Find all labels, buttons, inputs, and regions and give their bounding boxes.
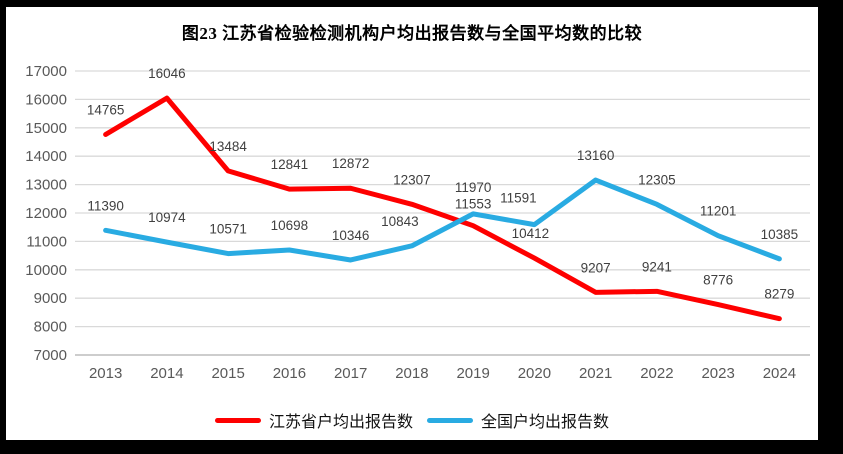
data-label: 16046 xyxy=(148,66,186,81)
y-axis-label: 9000 xyxy=(34,290,67,307)
chart-canvas: 图23 江苏省检验检测机构户均出报告数与全国平均数的比较 17000 16000 1… xyxy=(6,7,818,440)
legend-line-swatch-red xyxy=(214,417,261,423)
series-line-national xyxy=(103,177,782,263)
data-label: 10412 xyxy=(512,226,550,241)
legend-item-national: 全国户均出报告数 xyxy=(427,408,609,432)
data-label: 13160 xyxy=(577,148,615,163)
x-axis-label: 2014 xyxy=(150,365,183,382)
data-label: 12841 xyxy=(271,157,309,172)
data-label: 11970 xyxy=(455,180,492,195)
x-axis-label: 2013 xyxy=(89,365,122,382)
x-axis-label: 2024 xyxy=(763,365,796,382)
y-axis-label: 13000 xyxy=(25,177,67,194)
series-line-jiangsu xyxy=(103,95,782,322)
y-axis-label: 8000 xyxy=(34,319,67,336)
y-axis-label: 15000 xyxy=(25,120,67,137)
chart-title: 图23 江苏省检验检测机构户均出报告数与全国平均数的比较 xyxy=(181,24,643,43)
data-label: 11201 xyxy=(700,204,737,219)
data-label: 12307 xyxy=(393,172,431,187)
data-label: 8776 xyxy=(703,273,733,288)
legend-label-jiangsu: 江苏省户均出报告数 xyxy=(268,414,413,431)
y-axis-label: 7000 xyxy=(34,347,67,364)
data-label: 9241 xyxy=(642,259,672,274)
data-label: 10698 xyxy=(271,218,309,233)
y-axis-label: 16000 xyxy=(25,91,67,108)
x-axis-label: 2016 xyxy=(273,365,306,382)
legend-item-jiangsu: 江苏省户均出报告数 xyxy=(214,408,413,432)
x-axis-label: 2017 xyxy=(334,365,367,382)
x-axis-label: 2023 xyxy=(701,365,734,382)
data-label: 10843 xyxy=(381,214,419,229)
x-axis-label: 2019 xyxy=(456,365,489,382)
data-label: 10571 xyxy=(209,222,247,237)
data-label: 10385 xyxy=(761,227,799,242)
y-axis-label: 12000 xyxy=(25,205,67,222)
y-axis-label: 11000 xyxy=(26,233,67,250)
line-chart: 17000 16000 15000 14000 13000 12000 11000 10000… xyxy=(25,63,810,382)
x-axis-label: 2022 xyxy=(640,365,673,382)
data-label: 12305 xyxy=(638,172,676,187)
data-label: 13484 xyxy=(209,139,247,154)
data-label: 12872 xyxy=(332,156,370,171)
legend-line-swatch-blue xyxy=(427,417,473,423)
data-label: 11591 xyxy=(500,191,537,206)
x-axis-label: 2021 xyxy=(579,365,612,382)
y-axis-label: 10000 xyxy=(25,262,67,279)
data-label: 11390 xyxy=(87,198,124,213)
data-label: 11553 xyxy=(455,197,492,212)
legend-label-national: 全国户均出报告数 xyxy=(481,414,610,431)
x-axis-label: 2015 xyxy=(211,365,244,382)
x-axis-label: 2018 xyxy=(395,365,428,382)
chart-legend: 江苏省户均出报告数 全国户均出报告数 xyxy=(6,408,818,432)
data-label: 9207 xyxy=(581,260,611,275)
x-axis-label: 2020 xyxy=(518,365,551,382)
data-label: 8279 xyxy=(764,287,794,302)
y-axis-label: 14000 xyxy=(25,148,67,165)
data-label: 14765 xyxy=(87,102,125,117)
data-label: 10346 xyxy=(332,228,370,243)
data-label: 10974 xyxy=(148,210,186,225)
y-axis-label: 17000 xyxy=(25,63,67,80)
